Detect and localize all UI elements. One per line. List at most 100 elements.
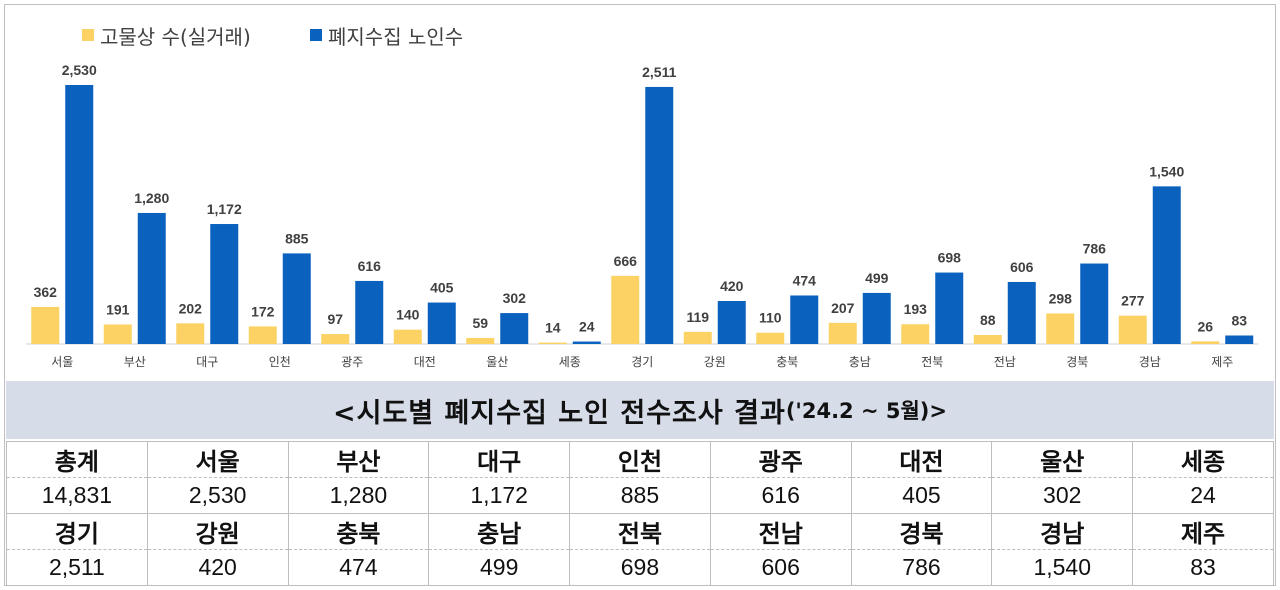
- summary-region-value: 14,831: [6, 477, 148, 514]
- bar-chart: 362 2,530 서울 191 1,280 부산 202 1,172 대구 172 885 인천 97…: [26, 62, 1259, 369]
- bar-scrap-dealers-11: [828, 322, 857, 344]
- bar-scrap-dealers-13: [973, 334, 1002, 344]
- data-label: 202: [179, 300, 203, 316]
- summary-region-header: 광주: [709, 441, 852, 478]
- bar-scrap-dealers-2: [176, 323, 205, 344]
- summary-header-row: 경기 강원 충북 충남 전북 전남 경북 경남 제주: [6, 513, 1274, 550]
- summary-region-header: 세종: [1132, 441, 1274, 478]
- x-tick-label: 인천: [269, 354, 291, 369]
- summary-region-header: 서울: [146, 441, 289, 478]
- summary-region-value: 474: [287, 549, 430, 586]
- bar-elderly-collectors-10: [790, 295, 819, 344]
- summary-region-value: 405: [850, 477, 993, 514]
- x-tick-label: 경기: [631, 355, 653, 369]
- x-tick-label: 부산: [124, 355, 146, 369]
- summary-region-header: 대전: [850, 441, 993, 478]
- summary-region-header: 전북: [569, 513, 711, 550]
- summary-region-header: 부산: [287, 441, 430, 478]
- data-label: 1,280: [134, 190, 169, 206]
- summary-region-header: 제주: [1132, 513, 1274, 550]
- summary-region-value: 24: [1132, 477, 1274, 514]
- bar-elderly-collectors-11: [862, 292, 891, 344]
- data-label: 606: [1010, 259, 1034, 275]
- data-label: 59: [472, 315, 488, 331]
- data-label: 207: [831, 300, 855, 316]
- data-label: 616: [358, 258, 382, 274]
- bar-elderly-collectors-7: [572, 341, 601, 344]
- bar-elderly-collectors-14: [1080, 263, 1109, 344]
- bar-scrap-dealers-5: [393, 329, 422, 344]
- bar-elderly-collectors-3: [282, 253, 311, 344]
- data-label: 1,172: [207, 201, 242, 217]
- bar-elderly-collectors-6: [500, 313, 529, 344]
- bar-elderly-collectors-5: [427, 302, 456, 344]
- bar-scrap-dealers-9: [683, 331, 712, 344]
- bar-scrap-dealers-8: [611, 275, 640, 344]
- x-tick-label: 충남: [849, 355, 871, 369]
- bar-scrap-dealers-0: [31, 306, 60, 344]
- data-label: 14: [545, 320, 561, 336]
- summary-region-value: 616: [709, 477, 852, 514]
- x-tick-label: 강원: [704, 355, 726, 369]
- data-label: 140: [396, 307, 420, 323]
- caption-sub: ('24.2 ~ 5월)>: [785, 399, 947, 423]
- summary-region-value: 420: [146, 549, 289, 586]
- summary-region-header: 충북: [287, 513, 430, 550]
- summary-region-value: 83: [1132, 549, 1274, 586]
- data-label: 786: [1083, 241, 1107, 257]
- x-tick-label: 서울: [51, 355, 73, 369]
- summary-region-value: 499: [428, 549, 571, 586]
- summary-region-header: 경기: [6, 513, 148, 550]
- bar-scrap-dealers-15: [1118, 315, 1147, 344]
- summary-region-value: 1,540: [991, 549, 1134, 586]
- bar-scrap-dealers-12: [901, 324, 930, 344]
- summary-region-header: 경남: [991, 513, 1134, 550]
- legend-item-elderly-collectors: 폐지수집 노인수: [310, 20, 463, 50]
- data-label: 698: [938, 250, 962, 266]
- summary-region-value: 885: [569, 477, 711, 514]
- x-tick-label: 대구: [196, 355, 218, 369]
- summary-region-header: 강원: [146, 513, 289, 550]
- data-label: 362: [34, 284, 58, 300]
- data-label: 666: [614, 253, 638, 269]
- data-label: 302: [503, 290, 527, 306]
- bar-scrap-dealers-14: [1046, 313, 1075, 344]
- summary-region-value: 786: [850, 549, 993, 586]
- bar-elderly-collectors-13: [1007, 281, 1036, 344]
- data-label: 1,540: [1149, 163, 1184, 179]
- bar-elderly-collectors-4: [355, 280, 384, 344]
- x-tick-label: 광주: [341, 355, 363, 369]
- data-label: 119: [686, 309, 709, 325]
- summary-value-row: 2,511 420 474 499 698 606 786 1,540 83: [6, 549, 1274, 586]
- x-tick-label: 전남: [994, 355, 1016, 369]
- bar-elderly-collectors-15: [1152, 186, 1181, 344]
- x-tick-label: 경남: [1139, 355, 1161, 369]
- bar-elderly-collectors-9: [717, 301, 746, 344]
- summary-region-value: 2,511: [6, 549, 148, 586]
- bar-elderly-collectors-1: [137, 212, 166, 344]
- data-label: 885: [285, 230, 309, 246]
- data-label: 26: [1197, 318, 1213, 334]
- summary-value-row: 14,831 2,530 1,280 1,172 885 616 405 302 24: [6, 477, 1274, 514]
- bar-scrap-dealers-16: [1191, 341, 1220, 344]
- data-label: 474: [793, 272, 817, 288]
- data-label: 2,511: [642, 64, 676, 80]
- bar-elderly-collectors-2: [210, 224, 239, 344]
- bar-scrap-dealers-4: [321, 334, 350, 344]
- data-label: 499: [865, 270, 889, 286]
- data-label: 24: [579, 319, 595, 335]
- bar-elderly-collectors-0: [65, 85, 94, 344]
- summary-region-header: 울산: [991, 441, 1134, 478]
- data-label: 298: [1049, 290, 1073, 306]
- summary-region-value: 1,280: [287, 477, 430, 514]
- x-tick-label: 세종: [559, 355, 581, 369]
- bar-elderly-collectors-16: [1225, 335, 1254, 344]
- bar-scrap-dealers-10: [756, 332, 785, 344]
- bar-elderly-collectors-12: [935, 272, 964, 344]
- x-tick-label: 울산: [486, 355, 508, 369]
- data-label: 88: [980, 312, 996, 328]
- legend-swatch-yellow: [82, 29, 94, 41]
- summary-region-value: 302: [991, 477, 1134, 514]
- x-tick-label: 전북: [921, 355, 943, 369]
- bar-scrap-dealers-6: [466, 337, 495, 344]
